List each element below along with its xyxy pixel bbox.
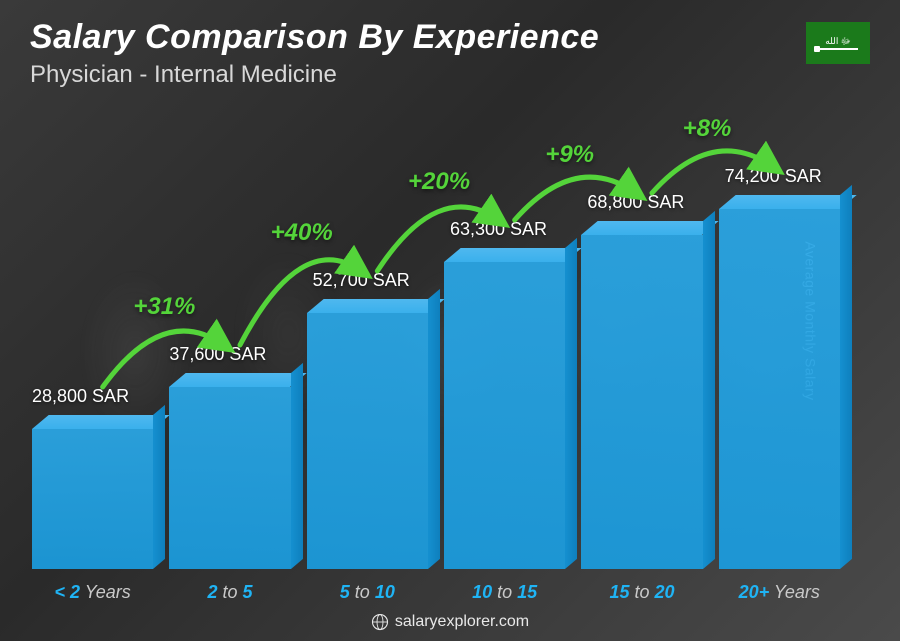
bar: [169, 387, 290, 569]
bar-top-face: [32, 415, 170, 429]
bar-slot: 74,200 SAR: [719, 130, 840, 569]
bar: [444, 262, 565, 569]
bar-top-face: [169, 373, 307, 387]
pct-change-label: +9%: [545, 141, 594, 169]
footer-site: salaryexplorer.com: [395, 613, 529, 631]
page-title: Salary Comparison By Experience: [30, 18, 870, 57]
bar-top-face: [581, 221, 719, 235]
x-axis-label: 5 to 10: [307, 582, 428, 603]
bar-value-label: 74,200 SAR: [725, 166, 822, 187]
bar-front-face: [169, 387, 290, 569]
globe-icon: [371, 613, 389, 631]
chart-area: 28,800 SAR 37,600 SAR 52,700 SAR 63,300 SAR…: [32, 130, 840, 569]
bar-slot: 37,600 SAR: [169, 130, 290, 569]
x-axis-label: < 2 Years: [32, 582, 153, 603]
bar-front-face: [444, 262, 565, 569]
x-axis-label: 2 to 5: [169, 582, 290, 603]
bar-top-face: [719, 195, 857, 209]
bar: [581, 235, 702, 569]
bar-slot: 68,800 SAR: [581, 130, 702, 569]
bar-value-label: 63,300 SAR: [450, 219, 547, 240]
page-subtitle: Physician - Internal Medicine: [30, 61, 870, 89]
pct-change-label: +40%: [271, 219, 333, 247]
x-axis-label: 20+ Years: [719, 582, 840, 603]
bar-value-label: 68,800 SAR: [587, 192, 684, 213]
bar-value-label: 37,600 SAR: [169, 344, 266, 365]
bar-side-face: [565, 238, 577, 569]
flag-script-icon: ﷻ الله: [825, 37, 850, 46]
pct-change-label: +8%: [683, 115, 732, 143]
flag-sword-icon: [818, 48, 858, 50]
bar-front-face: [719, 209, 840, 569]
header: Salary Comparison By Experience Physicia…: [30, 18, 870, 89]
bar-value-label: 28,800 SAR: [32, 386, 129, 407]
footer: salaryexplorer.com: [0, 613, 900, 631]
bar-side-face: [291, 363, 303, 569]
bar: [32, 429, 153, 569]
bar-side-face: [428, 289, 440, 569]
bar-value-label: 52,700 SAR: [313, 270, 410, 291]
bar-side-face: [153, 405, 165, 569]
bar-front-face: [32, 429, 153, 569]
bar: [307, 313, 428, 569]
x-axis-labels: < 2 Years 2 to 5 5 to 10 10 to 15 15 to 20 20…: [32, 582, 840, 603]
pct-change-label: +31%: [133, 293, 195, 321]
x-axis-label: 15 to 20: [581, 582, 702, 603]
bar: [719, 209, 840, 569]
bar-side-face: [840, 185, 852, 569]
country-flag-saudi-arabia: ﷻ الله: [806, 22, 870, 64]
bar-front-face: [581, 235, 702, 569]
bar-slot: 28,800 SAR: [32, 130, 153, 569]
bar-top-face: [444, 248, 582, 262]
pct-change-label: +20%: [408, 168, 470, 196]
bar-front-face: [307, 313, 428, 569]
bar-top-face: [307, 299, 445, 313]
x-axis-label: 10 to 15: [444, 582, 565, 603]
bar-side-face: [703, 211, 715, 569]
